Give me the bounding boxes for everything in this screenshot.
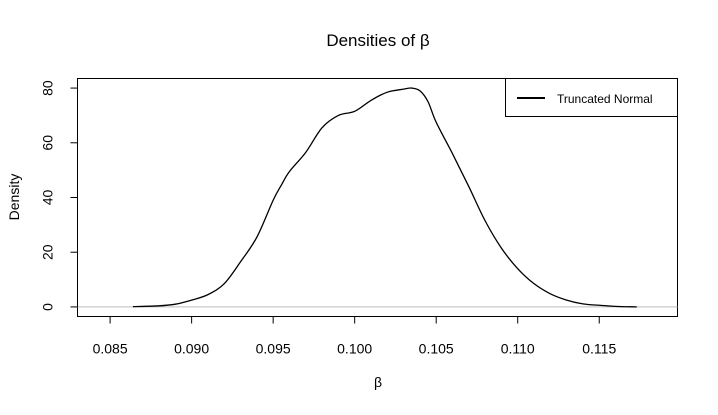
x-axis: 0.085 0.090 0.095 0.100 0.105 0.110 0.115 bbox=[93, 316, 616, 357]
x-tick-label: 0.085 bbox=[93, 341, 128, 357]
y-tick-label: 80 bbox=[39, 80, 55, 96]
y-tick-label: 0 bbox=[39, 303, 55, 311]
y-tick-label: 40 bbox=[39, 190, 55, 206]
x-tick-label: 0.115 bbox=[582, 341, 616, 357]
x-axis-label: β bbox=[374, 374, 382, 390]
chart-title: Densities of β bbox=[326, 31, 430, 50]
legend: Truncated Normal bbox=[505, 78, 678, 117]
x-tick-label: 0.110 bbox=[501, 341, 535, 357]
legend-label-truncated-normal: Truncated Normal bbox=[557, 92, 653, 106]
y-tick-label: 60 bbox=[39, 135, 55, 151]
x-tick-label: 0.100 bbox=[337, 341, 372, 357]
x-tick-label: 0.095 bbox=[256, 341, 291, 357]
y-axis-label: Density bbox=[6, 174, 22, 221]
x-tick-label: 0.090 bbox=[174, 341, 209, 357]
y-axis: 0 20 40 60 80 bbox=[39, 80, 78, 311]
y-tick-label: 20 bbox=[39, 244, 55, 260]
series-line-truncated-normal bbox=[132, 87, 637, 308]
x-tick-label: 0.105 bbox=[419, 341, 454, 357]
